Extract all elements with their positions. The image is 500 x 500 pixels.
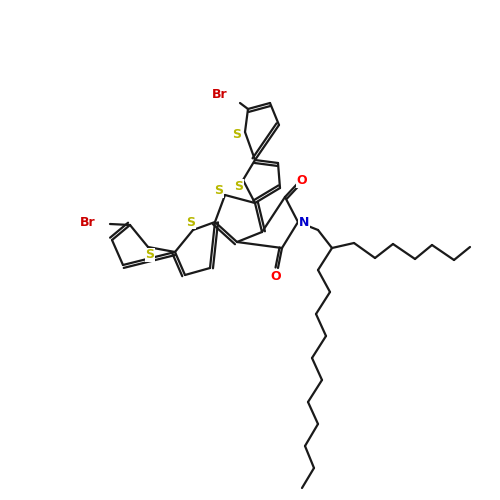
Text: N: N bbox=[299, 216, 309, 228]
Text: O: O bbox=[270, 270, 281, 282]
Text: Br: Br bbox=[80, 216, 96, 228]
Text: S: S bbox=[214, 184, 224, 198]
Text: S: S bbox=[232, 128, 241, 141]
Text: S: S bbox=[146, 248, 154, 262]
Text: S: S bbox=[186, 216, 196, 228]
Text: O: O bbox=[296, 174, 308, 188]
Text: Br: Br bbox=[212, 88, 228, 102]
Text: S: S bbox=[234, 180, 244, 192]
